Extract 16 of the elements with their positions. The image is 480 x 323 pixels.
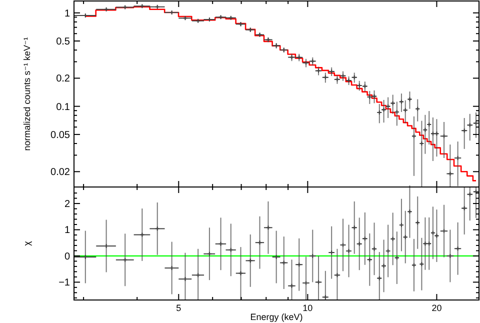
y-tick-label: 2 [64, 199, 70, 210]
y-axis-title: χ [22, 240, 32, 246]
x-tick-label: 20 [432, 303, 442, 313]
y-tick-label: −1 [58, 278, 70, 289]
y-tick-label: 0 [64, 251, 70, 262]
y-tick-label: 0.02 [50, 167, 70, 178]
x-tick-label: 5 [176, 303, 182, 313]
y-tick-label: 1 [64, 8, 70, 20]
x-axis-title: Energy (keV) [250, 312, 303, 322]
y-tick-label: 1 [64, 225, 70, 236]
y-axis-title: normalized counts s⁻¹ keV⁻¹ [22, 37, 32, 151]
y-tick-label: 0.5 [56, 36, 70, 48]
y-tick-label: 0.1 [56, 102, 70, 113]
y-tick-label: 0.2 [56, 74, 70, 85]
y-tick-label: 0.05 [50, 130, 70, 141]
x-tick-label: 10 [302, 303, 313, 313]
